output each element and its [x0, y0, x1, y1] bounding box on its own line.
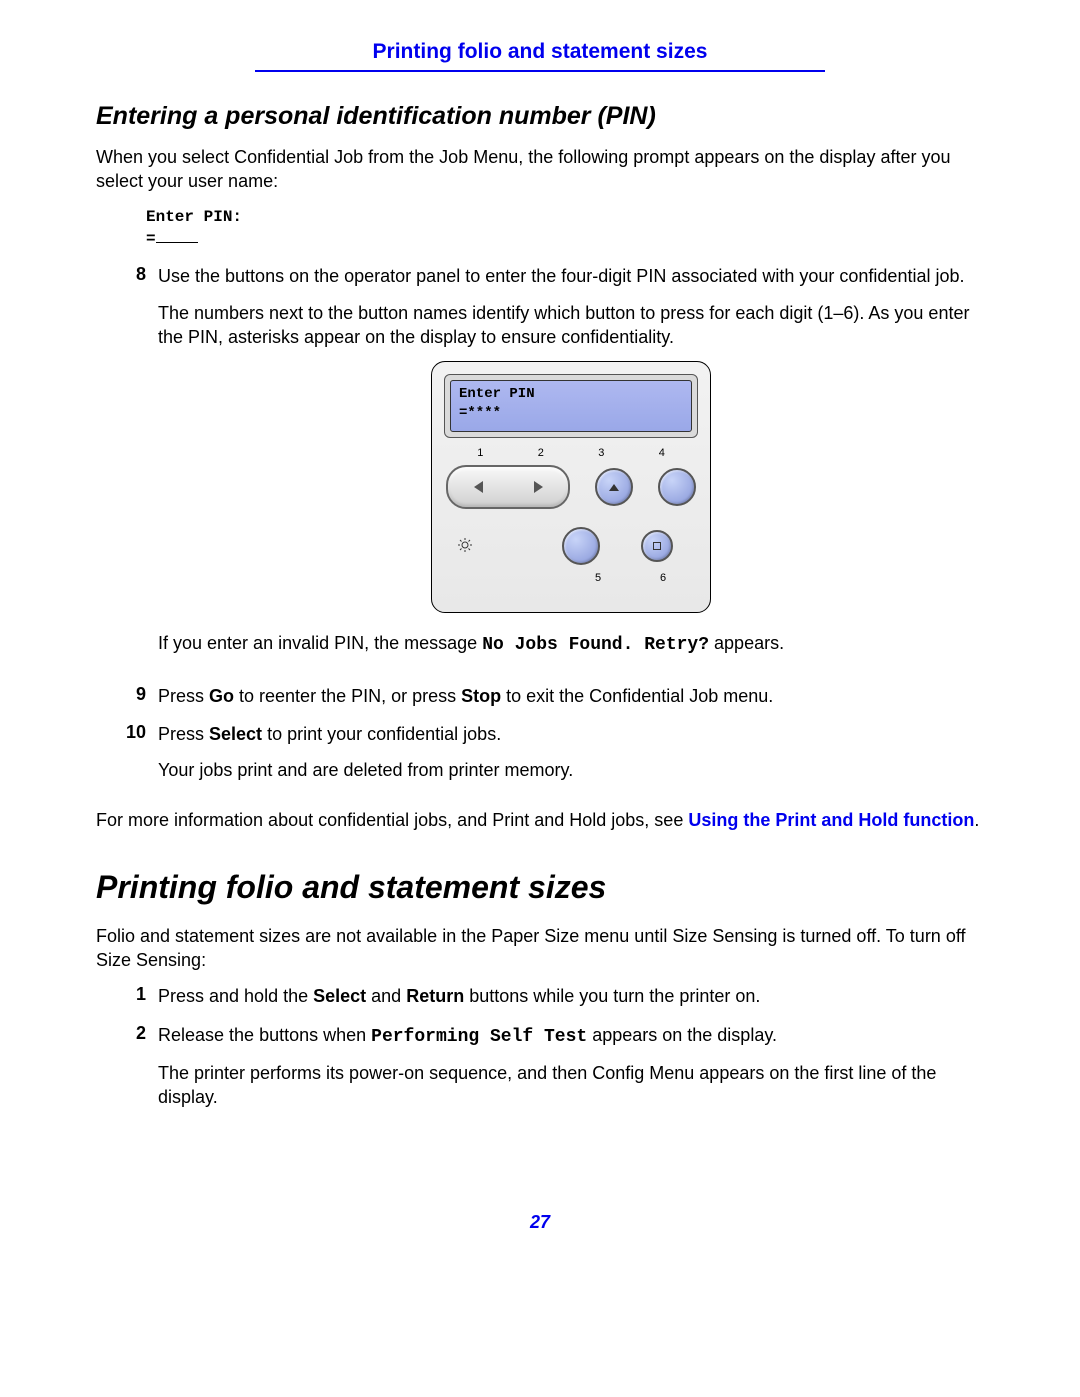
- header-rule: [255, 70, 825, 72]
- performing-self-test-message: Performing Self Test: [371, 1027, 587, 1047]
- f1-select: Select: [313, 986, 366, 1006]
- arrow-up-icon: [609, 484, 619, 491]
- return-button[interactable]: [658, 468, 696, 506]
- stop-button[interactable]: [641, 530, 673, 562]
- closing-paragraph: For more information about confidential …: [96, 808, 984, 832]
- step-8-p2: The numbers next to the button names ide…: [158, 301, 984, 350]
- panel-number-row-top: 1 2 3 4: [444, 446, 698, 461]
- enter-pin-prompt: Enter PIN: =: [146, 206, 984, 251]
- panel-num-5: 5: [568, 571, 628, 586]
- step-10: 10 Press Select to print your confidenti…: [96, 722, 984, 795]
- stop-label: Stop: [461, 686, 501, 706]
- pin-prompt-line2: =: [146, 228, 984, 250]
- select-button[interactable]: [595, 468, 633, 506]
- pin-intro-paragraph: When you select Confidential Job from th…: [96, 145, 984, 194]
- panel-num-6: 6: [628, 571, 698, 586]
- step-9-text-a: Press: [158, 686, 209, 706]
- lcd-frame: Enter PIN =****: [444, 374, 698, 438]
- operator-panel: Enter PIN =**** 1 2 3 4: [431, 361, 711, 613]
- closing-text-b: .: [974, 810, 979, 830]
- panel-number-row-bottom: 5 6: [444, 571, 698, 586]
- f2-p2: The printer performs its power-on sequen…: [158, 1061, 984, 1110]
- f1-a: Press and hold the: [158, 986, 313, 1006]
- f2-a: Release the buttons when: [158, 1025, 371, 1045]
- f1-return: Return: [406, 986, 464, 1006]
- panel-num-4: 4: [632, 446, 693, 461]
- step-8-p3: If you enter an invalid PIN, the message…: [158, 631, 984, 657]
- document-page: Printing folio and statement sizes Enter…: [0, 0, 1080, 1397]
- step-10-p1: Press Select to print your confidential …: [158, 722, 984, 746]
- pin-prompt-line1: Enter PIN:: [146, 206, 984, 228]
- step-10-text-b: to print your confidential jobs.: [262, 724, 501, 744]
- f2-p1: Release the buttons when Performing Self…: [158, 1023, 984, 1049]
- operator-panel-figure: Enter PIN =**** 1 2 3 4: [158, 361, 984, 613]
- print-and-hold-link[interactable]: Using the Print and Hold function: [688, 810, 974, 830]
- folio-step-1: 1 Press and hold the Select and Return b…: [96, 984, 984, 1008]
- lcd-line-2: =****: [459, 404, 683, 423]
- panel-button-row-2: [444, 527, 698, 565]
- section-pin-heading: Entering a personal identification numbe…: [96, 102, 984, 131]
- arrow-right-icon: [534, 481, 543, 493]
- step-9-body: Press Go to reenter the PIN, or press St…: [158, 684, 984, 708]
- step-8-p3-a: If you enter an invalid PIN, the message: [158, 633, 482, 653]
- step-9-text-c: to exit the Confidential Job menu.: [501, 686, 773, 706]
- step-10-body: Press Select to print your confidential …: [158, 722, 984, 795]
- folio-step-2-number: 2: [96, 1023, 158, 1044]
- step-8: 8 Use the buttons on the operator panel …: [96, 264, 984, 669]
- select-label: Select: [209, 724, 262, 744]
- step-8-body: Use the buttons on the operator panel to…: [158, 264, 984, 669]
- folio-step-2-body: Release the buttons when Performing Self…: [158, 1023, 984, 1122]
- panel-num-2: 2: [511, 446, 572, 461]
- step-8-p3-b: appears.: [709, 633, 784, 653]
- lcd-screen: Enter PIN =****: [450, 380, 692, 432]
- step-9-number: 9: [96, 684, 158, 705]
- go-label: Go: [209, 686, 234, 706]
- go-button[interactable]: [562, 527, 600, 565]
- pin-prompt-prefix: =: [146, 230, 156, 248]
- folio-intro: Folio and statement sizes are not availa…: [96, 924, 984, 973]
- panel-num-1: 1: [450, 446, 511, 461]
- step-8-number: 8: [96, 264, 158, 285]
- nav-pill-button[interactable]: [446, 465, 570, 509]
- page-header-title: Printing folio and statement sizes: [96, 40, 984, 64]
- f1-c: buttons while you turn the printer on.: [464, 986, 760, 1006]
- step-10-p2: Your jobs print and are deleted from pri…: [158, 758, 984, 782]
- light-icon: [450, 537, 480, 555]
- main-heading-folio: Printing folio and statement sizes: [96, 869, 984, 906]
- step-8-p1: Use the buttons on the operator panel to…: [158, 264, 984, 288]
- f2-b: appears on the display.: [587, 1025, 777, 1045]
- folio-step-1-number: 1: [96, 984, 158, 1005]
- step-10-text-a: Press: [158, 724, 209, 744]
- folio-step-1-body: Press and hold the Select and Return but…: [158, 984, 984, 1008]
- no-jobs-found-message: No Jobs Found. Retry?: [482, 635, 709, 655]
- step-10-number: 10: [96, 722, 158, 743]
- f1-b: and: [366, 986, 406, 1006]
- step-9-text-b: to reenter the PIN, or press: [234, 686, 461, 706]
- step-9: 9 Press Go to reenter the PIN, or press …: [96, 684, 984, 708]
- stop-icon: [653, 542, 661, 550]
- arrow-left-icon: [474, 481, 483, 493]
- folio-step-2: 2 Release the buttons when Performing Se…: [96, 1023, 984, 1122]
- lcd-line-1: Enter PIN: [459, 385, 683, 404]
- panel-num-3: 3: [571, 446, 632, 461]
- page-number: 27: [96, 1212, 984, 1233]
- panel-button-row-1: [444, 465, 698, 509]
- pin-blank-line: [156, 242, 198, 243]
- closing-text-a: For more information about confidential …: [96, 810, 688, 830]
